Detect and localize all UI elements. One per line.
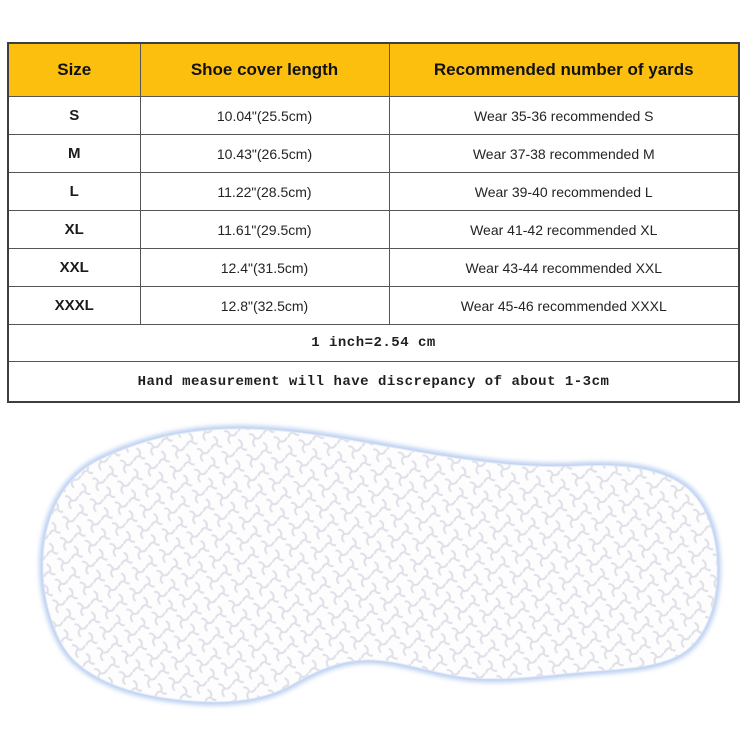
product-photo-area [25, 412, 730, 750]
note-inch-conversion: 1 inch=2.54 cm [7, 324, 740, 362]
header-cell-recommendation: Recommended number of yards [388, 42, 740, 97]
cell-size: XL [7, 210, 141, 249]
cell-length: 12.8"(32.5cm) [139, 286, 390, 325]
cell-recommendation: Wear 35-36 recommended S [388, 96, 740, 135]
cell-recommendation: Wear 43-44 recommended XXL [388, 248, 740, 287]
cell-size: M [7, 134, 141, 173]
cell-recommendation: Wear 45-46 recommended XXXL [388, 286, 740, 325]
cell-size: L [7, 172, 141, 211]
cell-length: 11.22"(28.5cm) [139, 172, 390, 211]
header-row: Size Shoe cover length Recommended numbe… [7, 42, 740, 97]
cell-length: 10.43"(26.5cm) [139, 134, 390, 173]
cell-length: 11.61"(29.5cm) [139, 210, 390, 249]
table-row: S 10.04"(25.5cm) Wear 35-36 recommended … [7, 96, 740, 135]
cell-recommendation: Wear 39-40 recommended L [388, 172, 740, 211]
table-row: M 10.43"(26.5cm) Wear 37-38 recommended … [7, 134, 740, 173]
note-measurement-disclaimer: Hand measurement will have discrepancy o… [7, 361, 740, 403]
cell-recommendation: Wear 41-42 recommended XL [388, 210, 740, 249]
cell-length: 12.4"(31.5cm) [139, 248, 390, 287]
note-row: 1 inch=2.54 cm [7, 324, 740, 362]
cell-size: XXL [7, 248, 141, 287]
cell-size: S [7, 96, 141, 135]
header-cell-size: Size [7, 42, 141, 97]
note-row: Hand measurement will have discrepancy o… [7, 361, 740, 403]
shoe-sole-image [25, 412, 730, 750]
table-row: XL 11.61"(29.5cm) Wear 41-42 recommended… [7, 210, 740, 249]
size-chart-header: Size Shoe cover length Recommended numbe… [7, 42, 740, 97]
table-row: XXL 12.4"(31.5cm) Wear 43-44 recommended… [7, 248, 740, 287]
size-chart-body: S 10.04"(25.5cm) Wear 35-36 recommended … [7, 96, 740, 403]
table-row: XXXL 12.8"(32.5cm) Wear 45-46 recommende… [7, 286, 740, 325]
cell-length: 10.04"(25.5cm) [139, 96, 390, 135]
header-cell-length: Shoe cover length [139, 42, 390, 97]
cell-recommendation: Wear 37-38 recommended M [388, 134, 740, 173]
cell-size: XXXL [7, 286, 141, 325]
table-row: L 11.22"(28.5cm) Wear 39-40 recommended … [7, 172, 740, 211]
size-chart-table: Size Shoe cover length Recommended numbe… [7, 42, 740, 403]
